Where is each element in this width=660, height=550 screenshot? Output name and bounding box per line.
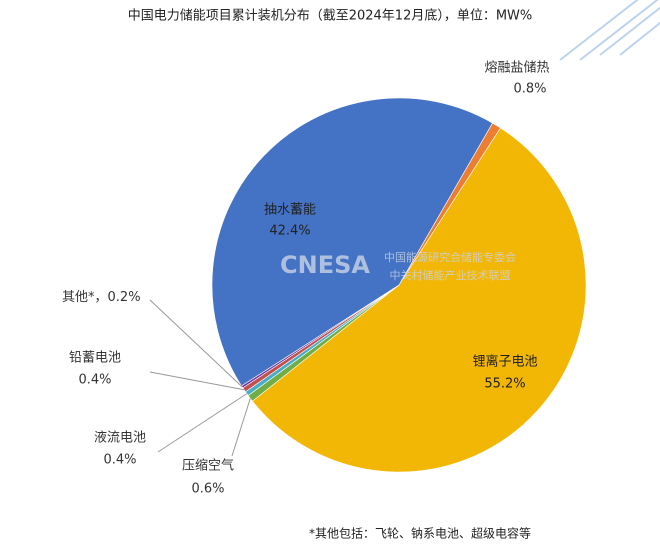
value-label: 0.6% bbox=[191, 482, 224, 497]
value-label: 0.4% bbox=[103, 453, 136, 468]
watermark-text: 中国能源研究会储能专委会 bbox=[384, 250, 516, 264]
footnote: *其他包括：飞轮、钠系电池、超级电容等 bbox=[309, 526, 531, 541]
category-label: 抽水蓄能 bbox=[264, 203, 316, 218]
watermark-text: 中关村储能产业技术联盟 bbox=[390, 268, 511, 282]
category-label: 熔融盐储热 bbox=[484, 61, 549, 76]
value-label: 42.4% bbox=[269, 224, 310, 239]
category-label: 液流电池 bbox=[94, 431, 146, 446]
value-label: 0.2% bbox=[108, 290, 141, 305]
leader-line bbox=[149, 371, 245, 391]
category-label: 铅蓄电池 bbox=[69, 351, 121, 366]
pie-slice bbox=[252, 127, 587, 473]
leader-line bbox=[149, 299, 243, 388]
watermark-logo: CNESA bbox=[280, 251, 370, 279]
category-label: 锂离子电池 bbox=[472, 354, 537, 370]
leader-line bbox=[157, 393, 248, 453]
category-label: 压缩空气 bbox=[182, 458, 234, 474]
slice-label: 其他*，0.2% bbox=[62, 290, 141, 305]
chart-title: 中国电力储能项目累计装机分布（截至2024年12月底），单位：MW% bbox=[128, 8, 533, 24]
leader-line bbox=[231, 398, 251, 457]
value-label: 55.2% bbox=[484, 377, 525, 392]
decoration bbox=[559, 0, 660, 61]
value-label: 0.4% bbox=[78, 373, 111, 388]
pie-slice bbox=[211, 97, 493, 387]
value-label: 0.8% bbox=[513, 82, 546, 97]
category-label: 其他*， bbox=[62, 290, 108, 305]
